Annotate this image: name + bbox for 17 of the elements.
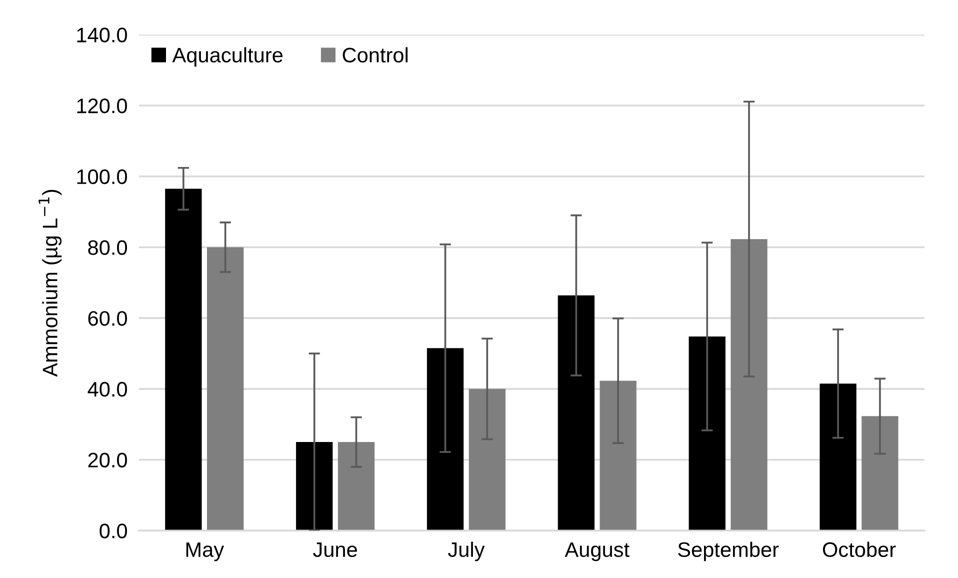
y-tick-label: 100.0 bbox=[77, 169, 127, 184]
x-tick-label: September bbox=[678, 542, 779, 562]
x-tick-label: May bbox=[186, 542, 224, 562]
legend-label: Control bbox=[342, 47, 408, 62]
y-tick-label: 120.0 bbox=[77, 98, 127, 114]
y-tick-label: 20.0 bbox=[88, 452, 127, 468]
y-tick-label: 140.0 bbox=[77, 28, 127, 42]
y-axis-title: Ammonium (µg L$^{−1}$) bbox=[38, 190, 62, 377]
y-tick-label: 0.0 bbox=[100, 524, 127, 538]
legend-label: Aquaculture bbox=[172, 47, 283, 67]
x-tick-label: June bbox=[313, 542, 357, 558]
y-tick-label: 80.0 bbox=[88, 240, 127, 255]
x-tick-label: July bbox=[448, 542, 485, 562]
x-tick-label: October bbox=[822, 542, 896, 558]
y-tick-label: 60.0 bbox=[88, 311, 127, 326]
y-tick-label: 40.0 bbox=[88, 382, 127, 397]
x-tick-label: August bbox=[564, 542, 630, 562]
